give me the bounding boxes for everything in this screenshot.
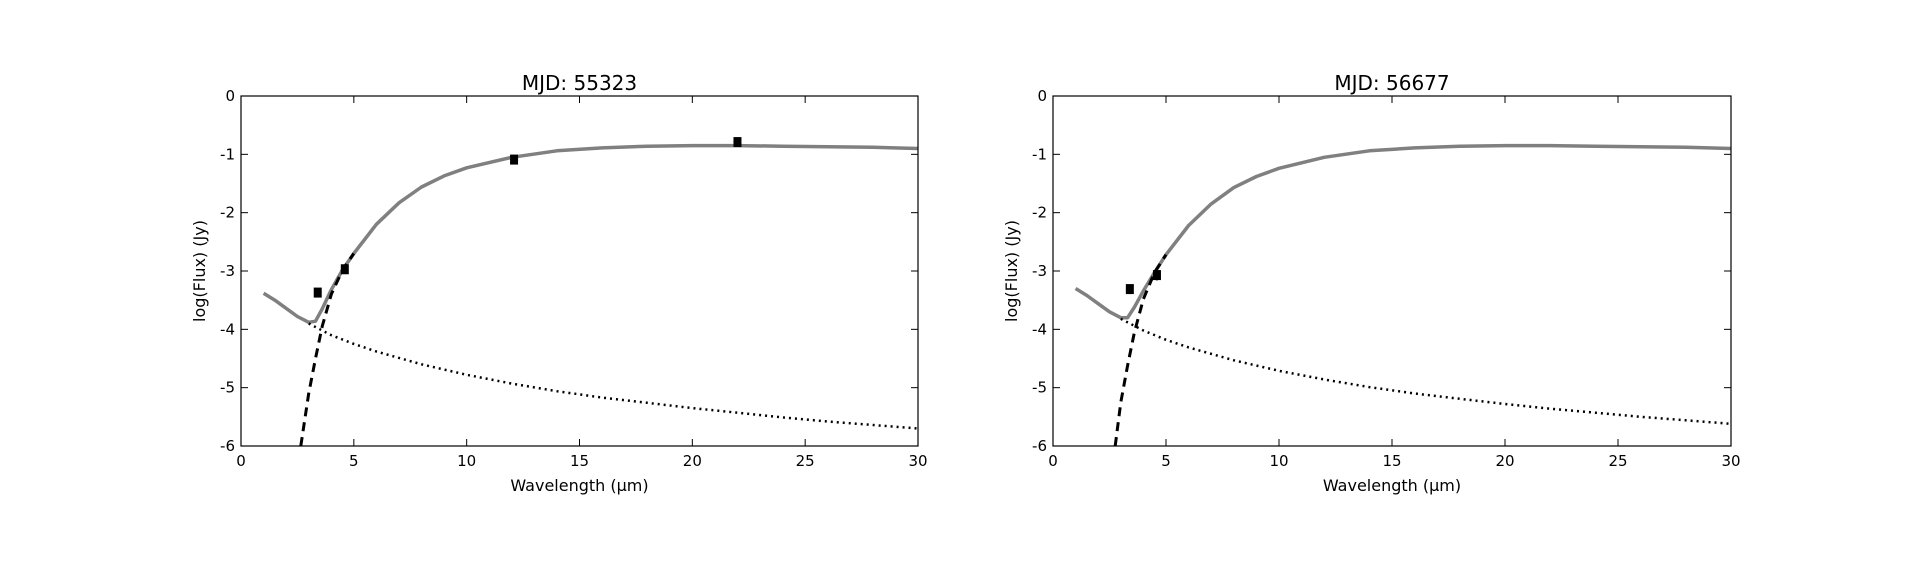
- y-tick-label: -6: [1032, 437, 1047, 455]
- x-tick-label: 25: [1608, 452, 1627, 470]
- y-tick-label: -3: [1032, 262, 1047, 280]
- y-axis-label: log(Flux) (Jy): [190, 220, 209, 322]
- x-tick-label: 25: [796, 452, 815, 470]
- x-tick-label: 20: [683, 452, 702, 470]
- y-tick-label: -5: [220, 379, 235, 397]
- total-model-line: [1074, 143, 1731, 320]
- y-tick-label: -2: [220, 204, 235, 222]
- data-point: [733, 137, 742, 148]
- x-tick-label: 30: [1721, 452, 1740, 470]
- y-tick-label: -1: [220, 145, 235, 163]
- data-point: [1152, 270, 1161, 281]
- x-tick-label: 20: [1495, 452, 1514, 470]
- data-point: [1125, 284, 1134, 295]
- x-tick-label: 5: [349, 452, 359, 470]
- x-axis-label: Wavelength (μm): [510, 476, 648, 495]
- y-tick-label: 0: [225, 87, 235, 105]
- x-tick-label: 30: [908, 452, 927, 470]
- stellar-component-line: [1120, 317, 1731, 426]
- chart-title: MJD: 56677: [1334, 71, 1449, 95]
- y-tick-label: -3: [220, 262, 235, 280]
- stellar-component-line: [308, 322, 918, 430]
- y-tick-label: -1: [1032, 145, 1047, 163]
- chart-panel-2: MJD: 56677 0 5 10 15 20 25 30 0 -1 -2 -3 -4 -5 -6 Wavel…: [1002, 71, 1741, 495]
- x-tick-label: 0: [1048, 452, 1058, 470]
- y-tick-label: -6: [220, 437, 235, 455]
- data-point: [313, 287, 322, 298]
- x-tick-label: 5: [1161, 452, 1171, 470]
- y-tick-label: 0: [1037, 87, 1047, 105]
- y-tick-label: -2: [1032, 204, 1047, 222]
- y-tick-label: -5: [1032, 379, 1047, 397]
- data-point: [510, 154, 519, 165]
- data-point: [340, 264, 349, 275]
- x-tick-label: 10: [1269, 452, 1288, 470]
- y-axis-label: log(Flux) (Jy): [1002, 220, 1021, 322]
- x-tick-label: 15: [1382, 452, 1401, 470]
- x-tick-label: 10: [457, 452, 476, 470]
- y-tick-label: -4: [220, 320, 235, 338]
- y-tick-label: -4: [1032, 320, 1047, 338]
- x-tick-label: 15: [570, 452, 589, 470]
- x-axis-label: Wavelength (μm): [1323, 476, 1461, 495]
- x-tick-label: 0: [236, 452, 246, 470]
- plot-area: [1074, 143, 1731, 446]
- chart-title: MJD: 55323: [522, 71, 637, 95]
- chart-panel-1: MJD: 55323 0 5 10 15 20 25 30 0 -1 -2 -3 -4 -5 -6 Wavel…: [190, 71, 928, 495]
